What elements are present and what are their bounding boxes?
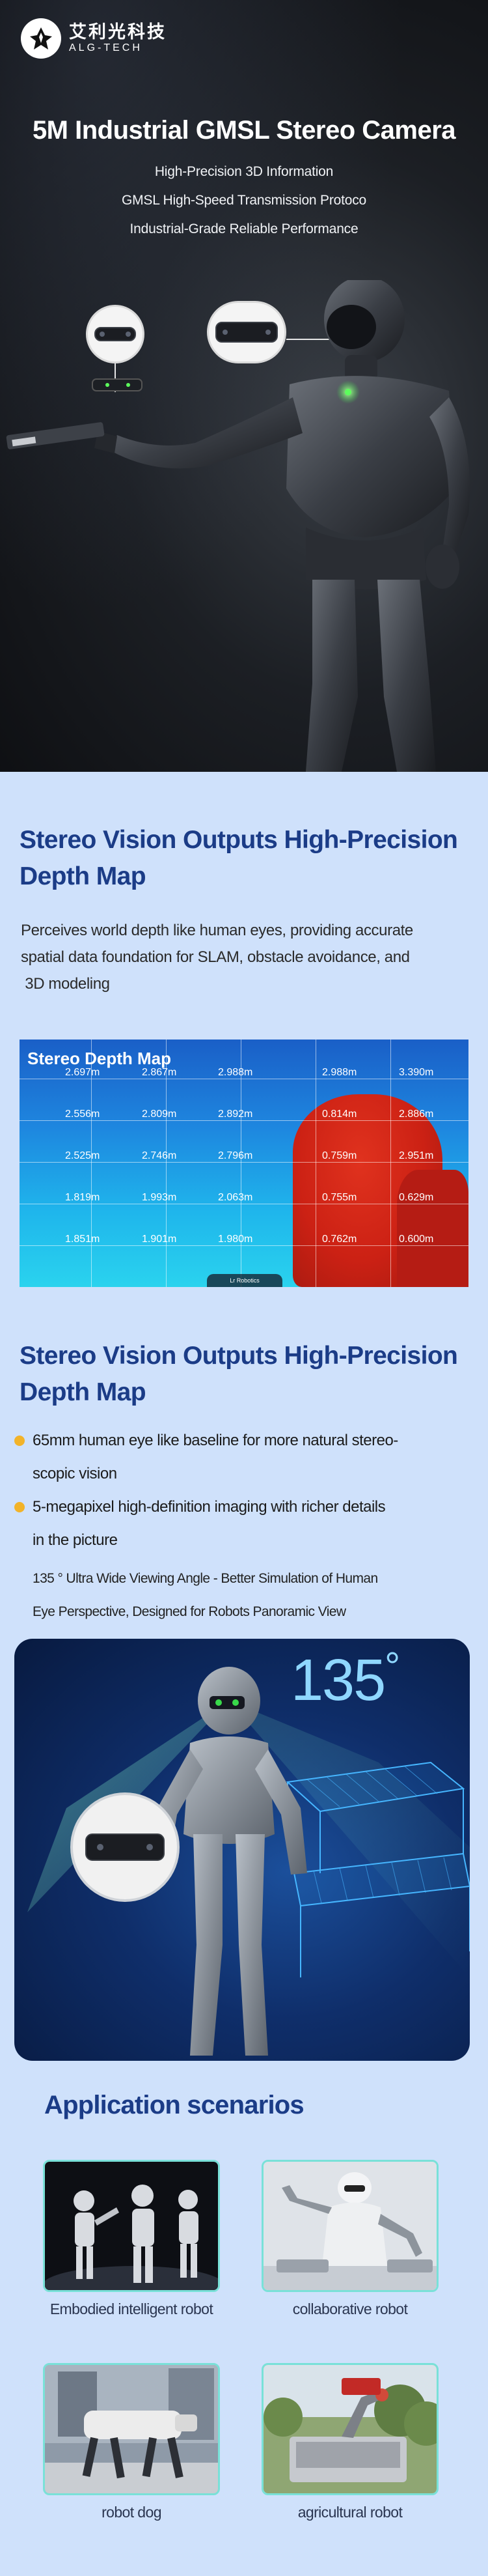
callout-line bbox=[115, 363, 116, 392]
applications-title: Application scenarios bbox=[44, 2091, 305, 2119]
application-card-collaborative-robot[interactable] bbox=[262, 2160, 439, 2292]
viewing-angle-note-line2: Eye Perspective, Designed for Robots Pan… bbox=[33, 1604, 346, 1619]
viewing-angle-illustration: 135° bbox=[14, 1639, 470, 2061]
depth-map-image: Stereo Depth Map 2.697m 2.867m 2.988m 2.… bbox=[20, 1040, 468, 1287]
application-label: Embodied intelligent robot bbox=[49, 2300, 213, 2317]
brand-name-en: ALG-TECH bbox=[69, 42, 142, 53]
depth-map-title: Stereo Depth Map bbox=[27, 1049, 172, 1068]
depth-grid-line bbox=[20, 1120, 468, 1121]
feature-bullet-line2: in the picture bbox=[33, 1531, 118, 1549]
depth-value: 2.697m bbox=[65, 1067, 100, 1078]
depth-value: 2.951m bbox=[399, 1150, 434, 1161]
depth-value: 2.556m bbox=[65, 1109, 100, 1120]
viewing-angle-unit: ° bbox=[385, 1645, 400, 1688]
viewing-angle-note: 135 ° Ultra Wide Viewing Angle - Better … bbox=[33, 1562, 475, 1628]
depth-value: 0.759m bbox=[322, 1150, 357, 1161]
bullet-dot-icon bbox=[14, 1436, 25, 1446]
hero-title: 5M Industrial GMSL Stereo Camera bbox=[32, 116, 456, 145]
depth-value: 2.809m bbox=[142, 1109, 177, 1120]
application-card-agricultural-robot[interactable] bbox=[262, 2363, 439, 2495]
section1-description: Perceives world depth like human eyes, p… bbox=[21, 917, 470, 997]
hero-subtitle-2: GMSL High-Speed Transmission Protoco bbox=[121, 193, 367, 208]
depth-value: 2.886m bbox=[399, 1109, 434, 1120]
depth-grid-line bbox=[20, 1162, 468, 1163]
feature-bullet-line1: 5-megapixel high-definition imaging with… bbox=[33, 1498, 386, 1516]
depth-value: 2.988m bbox=[218, 1067, 253, 1078]
depth-value: 1.851m bbox=[65, 1234, 100, 1245]
application-card-robot-dog[interactable] bbox=[43, 2363, 220, 2495]
stereo-camera-icon bbox=[94, 327, 136, 341]
depth-value: 2.063m bbox=[218, 1192, 253, 1203]
depth-value: 0.600m bbox=[399, 1234, 434, 1245]
hero-subtitle-3: Industrial-Grade Reliable Performance bbox=[129, 221, 359, 236]
depth-value: 1.901m bbox=[142, 1234, 177, 1245]
depth-value: 0.814m bbox=[322, 1109, 357, 1120]
depth-value: 1.980m bbox=[218, 1234, 253, 1245]
feature-bullet-line2: scopic vision bbox=[33, 1465, 117, 1482]
collaborative-robot-image bbox=[264, 2162, 437, 2290]
depth-value: 2.892m bbox=[218, 1109, 253, 1120]
camera-callout-large bbox=[207, 301, 286, 363]
hero-banner: 艾利光科技 ALG-TECH 5M Industrial GMSL Stereo… bbox=[0, 0, 488, 772]
depth-grid-line bbox=[20, 1245, 468, 1246]
depth-value: 1.993m bbox=[142, 1192, 177, 1203]
depth-map-footer-label: Lr Robotics bbox=[207, 1274, 282, 1287]
depth-value: 2.796m bbox=[218, 1150, 253, 1161]
hero-subtitle-1: High-Precision 3D Information bbox=[154, 164, 334, 179]
callout-line bbox=[286, 339, 338, 340]
camera-callout-small bbox=[86, 305, 144, 363]
application-label: agricultural robot bbox=[297, 2504, 403, 2521]
depth-value: 0.755m bbox=[322, 1192, 357, 1203]
robot-dog-image bbox=[45, 2365, 218, 2493]
robot-scan-illustration bbox=[27, 1667, 470, 2056]
viewing-angle-note-line1: 135 ° Ultra Wide Viewing Angle - Better … bbox=[33, 1571, 378, 1586]
depth-value: 0.629m bbox=[399, 1192, 434, 1203]
depth-value: 2.867m bbox=[142, 1067, 177, 1078]
section2-title-line1: Stereo Vision Outputs High-Precision bbox=[20, 1342, 458, 1370]
application-label: robot dog bbox=[102, 2504, 161, 2521]
section1-title-line2: Depth Map bbox=[20, 862, 146, 890]
depth-value: 2.746m bbox=[142, 1150, 177, 1161]
depth-grid-line bbox=[390, 1040, 391, 1287]
application-label: collaborative robot bbox=[292, 2300, 408, 2317]
humanoid-robot-illustration bbox=[6, 280, 470, 772]
application-card-embodied-robot[interactable] bbox=[43, 2160, 220, 2292]
viewing-angle-label: 135° bbox=[291, 1644, 400, 1714]
feature-bullet-line1: 65mm human eye like baseline for more na… bbox=[33, 1432, 398, 1449]
embodied-robot-image bbox=[45, 2162, 218, 2290]
viewing-angle-value: 135 bbox=[291, 1648, 386, 1713]
depth-value: 1.819m bbox=[65, 1192, 100, 1203]
depth-value: 3.390m bbox=[399, 1067, 434, 1078]
section1-title: Stereo Vision Outputs High-Precision Dep… bbox=[20, 822, 475, 895]
section1-desc-line1: Perceives world depth like human eyes, p… bbox=[21, 922, 413, 939]
brand-logo[interactable]: 艾利光科技 ALG-TECH bbox=[21, 18, 167, 59]
section1-desc-line3: 3D modeling bbox=[21, 975, 110, 993]
section2-title-line2: Depth Map bbox=[20, 1378, 146, 1406]
depth-map-near-region bbox=[397, 1170, 468, 1287]
bullet-dot-icon bbox=[14, 1502, 25, 1512]
depth-value: 2.525m bbox=[65, 1150, 100, 1161]
logo-mark-icon bbox=[21, 18, 61, 59]
section1-title-line1: Stereo Vision Outputs High-Precision bbox=[20, 826, 458, 854]
depth-grid-line bbox=[91, 1040, 92, 1287]
feature-bullet: 5-megapixel high-definition imaging with… bbox=[14, 1490, 475, 1557]
brand-name-cn: 艾利光科技 bbox=[69, 22, 167, 42]
depth-value: 2.988m bbox=[322, 1067, 357, 1078]
section1-desc-line2: spatial data foundation for SLAM, obstac… bbox=[21, 948, 410, 966]
stereo-camera-icon bbox=[215, 322, 278, 343]
section2-title: Stereo Vision Outputs High-Precision Dep… bbox=[20, 1338, 475, 1411]
agricultural-robot-image bbox=[264, 2365, 437, 2493]
depth-grid-line bbox=[166, 1040, 167, 1287]
depth-value: 0.762m bbox=[322, 1234, 357, 1245]
feature-bullet: 65mm human eye like baseline for more na… bbox=[14, 1424, 475, 1490]
